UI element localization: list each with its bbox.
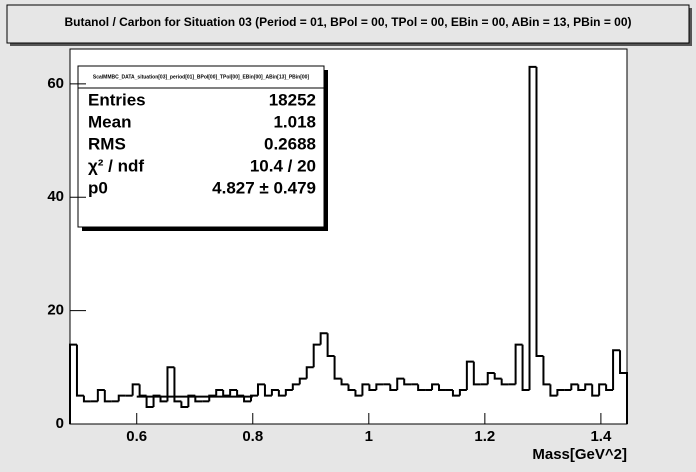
histogram-bin bbox=[570, 383, 579, 390]
histogram-bin bbox=[396, 377, 405, 390]
histogram-bin bbox=[542, 355, 551, 386]
histogram-bin bbox=[270, 388, 279, 396]
histogram-bin bbox=[403, 378, 412, 386]
y-tick-label: 20 bbox=[47, 302, 64, 319]
histogram-bin bbox=[549, 384, 558, 397]
histogram-bin bbox=[493, 372, 502, 380]
y-tick-label: 60 bbox=[47, 75, 64, 92]
x-tick-label: 1.2 bbox=[474, 428, 495, 445]
histogram-bin bbox=[431, 383, 440, 390]
histogram-bin bbox=[340, 378, 349, 386]
histogram-bin bbox=[577, 384, 586, 391]
stats-value: 10.4 / 20 bbox=[250, 156, 316, 175]
histogram-bin bbox=[514, 343, 523, 385]
histogram-bin bbox=[556, 388, 565, 396]
histogram-bin bbox=[180, 401, 189, 408]
histogram-bin bbox=[117, 394, 126, 402]
histogram-bin bbox=[305, 366, 314, 379]
histogram-bin bbox=[312, 343, 321, 368]
histogram-bin bbox=[131, 383, 140, 396]
y-tick-label: 0 bbox=[56, 415, 64, 432]
histogram-bin bbox=[612, 349, 621, 390]
histogram-bin bbox=[389, 384, 398, 391]
histogram-bin bbox=[535, 66, 544, 357]
stats-box bbox=[77, 65, 325, 228]
stats-label: χ² / ndf bbox=[88, 156, 144, 175]
histogram-bin bbox=[486, 371, 495, 385]
histogram-bin bbox=[417, 384, 426, 391]
histogram-bin bbox=[319, 332, 328, 345]
histogram-bin bbox=[591, 384, 600, 397]
histogram-bin bbox=[472, 361, 481, 386]
histogram-bin bbox=[82, 395, 91, 403]
stats-value: 18252 bbox=[269, 90, 316, 109]
histogram-bin bbox=[263, 384, 272, 397]
histogram-bin bbox=[291, 383, 300, 390]
histogram-bin bbox=[277, 389, 286, 397]
stats-label: RMS bbox=[88, 134, 126, 153]
stats-value: 4.827 ± 0.479 bbox=[212, 178, 316, 197]
histogram-bin bbox=[166, 366, 175, 402]
histogram-bin bbox=[229, 388, 238, 396]
y-tick-label: 40 bbox=[47, 188, 64, 205]
histogram-bin bbox=[528, 65, 537, 390]
histogram-bin bbox=[458, 388, 467, 396]
plot-border bbox=[69, 48, 628, 425]
histogram-bin bbox=[256, 383, 265, 396]
title-box bbox=[6, 4, 690, 44]
histogram-bin bbox=[103, 389, 112, 403]
stats-label: Entries bbox=[88, 90, 146, 109]
histogram-bin bbox=[584, 383, 593, 390]
histogram-bin bbox=[375, 383, 384, 390]
x-tick-label: 1 bbox=[365, 428, 373, 445]
stats-title: ScalMMBC_DATA_situation[03]_period[01]_B… bbox=[93, 74, 310, 80]
histogram-bin bbox=[326, 333, 335, 357]
histogram-bin bbox=[465, 360, 474, 390]
histogram-bin bbox=[75, 344, 84, 397]
histogram-bin bbox=[333, 355, 342, 380]
histogram-bin bbox=[521, 344, 530, 391]
stats-value: 0.2688 bbox=[264, 134, 316, 153]
chart-title: Butanol / Carbon for Situation 03 (Perio… bbox=[64, 15, 631, 29]
histogram-bin bbox=[284, 388, 293, 396]
x-tick-label: 0.8 bbox=[242, 428, 263, 445]
histogram-bin bbox=[361, 383, 370, 396]
histogram-bin bbox=[354, 389, 363, 397]
stats-label: p0 bbox=[88, 178, 108, 197]
x-axis-label: Mass[GeV^2] bbox=[532, 446, 627, 463]
histogram-bin bbox=[96, 388, 105, 402]
histogram-bin bbox=[347, 384, 356, 391]
histogram-bin bbox=[145, 395, 154, 408]
x-tick-label: 1.4 bbox=[590, 428, 612, 445]
histogram-bin bbox=[598, 383, 607, 396]
histogram-bin bbox=[298, 377, 307, 385]
histogram-bin bbox=[500, 378, 509, 386]
stats-value: 1.018 bbox=[273, 112, 316, 131]
x-tick-label: 0.6 bbox=[126, 428, 147, 445]
histogram-bin bbox=[438, 384, 446, 391]
stats-label: Mean bbox=[88, 112, 131, 131]
histogram-bin bbox=[215, 388, 224, 396]
histogram-bin bbox=[173, 367, 182, 403]
histogram-bin bbox=[368, 384, 377, 391]
histogram-bin bbox=[451, 389, 460, 397]
histogram-bin bbox=[605, 384, 614, 391]
